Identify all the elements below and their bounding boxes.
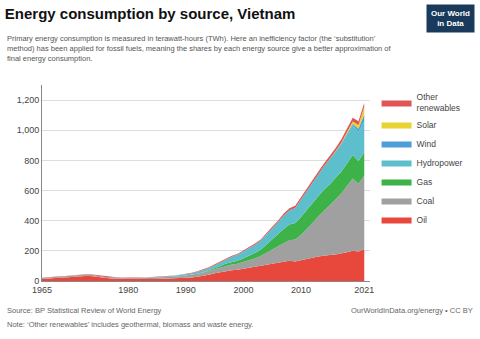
- svg-text:1,000: 1,000: [17, 125, 40, 135]
- svg-text:Source: BP Statistical Review: Source: BP Statistical Review of World E…: [7, 306, 162, 315]
- svg-text:1990: 1990: [176, 285, 196, 295]
- svg-text:2000: 2000: [233, 285, 253, 295]
- svg-text:2010: 2010: [291, 285, 311, 295]
- svg-text:200: 200: [24, 246, 39, 256]
- svg-text:0: 0: [34, 276, 39, 286]
- svg-text:600: 600: [24, 186, 39, 196]
- svg-text:800: 800: [24, 156, 39, 166]
- svg-text:400: 400: [24, 216, 39, 226]
- svg-text:Energy consumption by source,: Energy consumption by source, Vietnam: [5, 5, 296, 22]
- svg-text:Oil: Oil: [417, 215, 428, 225]
- svg-text:Otherrenewables: Otherrenewables: [417, 92, 460, 113]
- svg-text:1965: 1965: [32, 285, 52, 295]
- svg-text:Solar: Solar: [417, 120, 437, 130]
- svg-text:Coal: Coal: [417, 196, 435, 206]
- svg-text:Gas: Gas: [417, 177, 433, 187]
- svg-text:1980: 1980: [118, 285, 138, 295]
- svg-text:2021: 2021: [354, 285, 374, 295]
- svg-text:1,200: 1,200: [17, 95, 40, 105]
- svg-text:Hydropower: Hydropower: [417, 158, 463, 168]
- svg-text:Note: ‘Other renewables’ inclu: Note: ‘Other renewables’ includes geothe…: [7, 320, 253, 329]
- svg-text:Our Worldin Data: Our Worldin Data: [431, 9, 470, 28]
- svg-text:Wind: Wind: [417, 139, 437, 149]
- svg-text:OurWorldInData.org/energy • CC: OurWorldInData.org/energy • CC BY: [351, 306, 473, 315]
- svg-text:Primary energy consumption is: Primary energy consumption is measured i…: [7, 34, 391, 63]
